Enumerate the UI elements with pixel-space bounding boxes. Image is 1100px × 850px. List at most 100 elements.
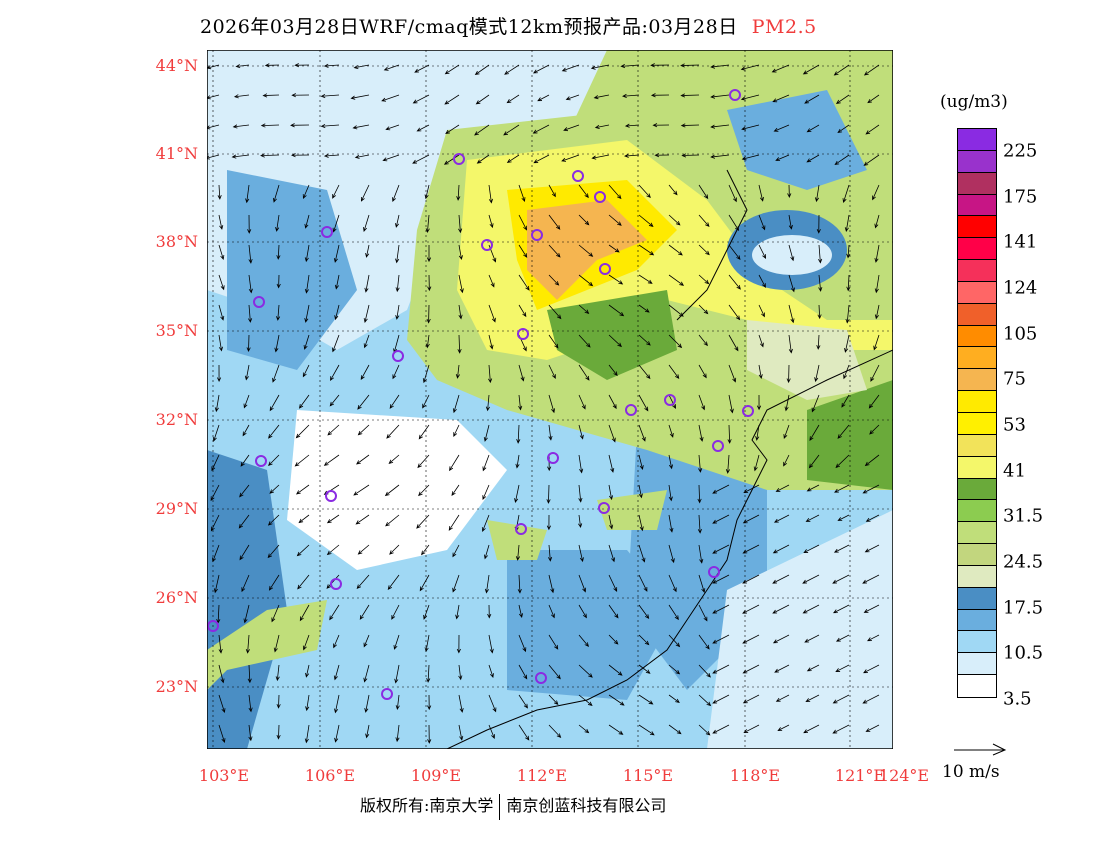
- wind-arrow-icon: [207, 124, 220, 130]
- lon-label: 118°E: [729, 766, 781, 785]
- city-marker: [453, 153, 465, 165]
- wind-arrow-icon: [835, 634, 850, 642]
- wind-arrow-icon: [804, 634, 820, 643]
- wind-arrow-icon: [548, 664, 561, 680]
- wind-arrow-icon: [481, 514, 490, 532]
- wind-arrow-icon: [488, 724, 495, 740]
- wind-arrow-icon: [518, 604, 523, 619]
- lat-label: 23°N: [155, 677, 198, 696]
- wind-arrow-icon: [638, 544, 646, 563]
- wind-arrow-icon: [533, 154, 550, 164]
- wind-arrow-icon: [548, 304, 562, 320]
- wind-arrow-icon: [809, 424, 820, 441]
- wind-arrow-icon: [271, 604, 280, 623]
- wind-arrow-icon: [608, 574, 618, 592]
- wind-arrow-icon: [814, 364, 820, 383]
- wind-arrow-icon: [488, 334, 494, 350]
- city-marker: [392, 350, 404, 362]
- wind-arrow-icon: [698, 244, 710, 256]
- wind-arrow-icon: [867, 634, 880, 642]
- wind-arrow-icon: [698, 364, 707, 379]
- wind-arrow-icon: [772, 574, 790, 584]
- wind-arrow-icon: [218, 244, 225, 260]
- wind-arrow-icon: [449, 454, 460, 472]
- wind-arrow-icon: [578, 604, 587, 619]
- city-marker: [321, 226, 333, 238]
- wind-arrow-icon: [518, 304, 527, 318]
- wind-arrow-icon: [638, 334, 651, 346]
- wind-arrow-icon: [299, 604, 310, 622]
- wind-arrow-icon: [773, 124, 790, 132]
- wind-arrow-icon: [698, 664, 711, 678]
- wind-arrow-icon: [385, 514, 400, 527]
- wind-arrow-icon: [382, 154, 400, 162]
- title-main: 2026年03月28日WRF/cmaq模式12km预报产品:03月28日: [200, 16, 738, 38]
- wind-arrow-icon: [668, 574, 677, 593]
- wind-arrow-icon: [364, 274, 370, 293]
- wind-arrow-icon: [518, 184, 526, 203]
- wind-arrow-icon: [323, 153, 340, 158]
- wind-arrow-icon: [320, 93, 340, 99]
- wind-arrow-icon: [268, 424, 280, 439]
- wind-arrow-icon: [548, 694, 559, 705]
- lat-label: 29°N: [155, 499, 198, 518]
- wind-arrow-icon: [416, 124, 430, 132]
- wind-arrow-icon: [710, 94, 730, 99]
- wind-vectors: [207, 63, 880, 744]
- wind-arrow-icon: [698, 274, 710, 285]
- wind-arrow-icon: [458, 304, 463, 320]
- colorbar-label: 41: [1003, 460, 1026, 482]
- wind-arrow-icon: [272, 184, 280, 203]
- wind-arrow-icon: [297, 574, 310, 590]
- wind-arrow-icon: [238, 514, 250, 529]
- wind-arrow-icon: [334, 304, 340, 321]
- wind-arrow-icon: [332, 184, 340, 199]
- colorbar-swatch: [958, 172, 996, 195]
- wind-arrow-icon: [818, 244, 823, 264]
- wind-arrow-icon: [423, 604, 430, 620]
- wind-arrow-icon: [787, 184, 792, 198]
- wind-arrow-icon: [698, 694, 712, 707]
- wind-arrow-icon: [548, 634, 559, 650]
- wind-arrow-icon: [488, 304, 496, 323]
- wind-arrow-icon: [248, 304, 253, 323]
- wind-arrow-icon: [363, 334, 370, 349]
- wind-arrow-icon: [638, 184, 651, 199]
- wind-arrow-icon: [680, 123, 700, 128]
- wind-arrow-icon: [210, 484, 220, 502]
- wind-arrow-icon: [427, 274, 432, 292]
- wind-arrow-icon: [207, 94, 220, 100]
- wind-arrow-icon: [624, 123, 640, 128]
- wind-arrow-icon: [267, 544, 280, 559]
- wind-arrow-icon: [455, 604, 460, 620]
- city-marker: [381, 688, 393, 700]
- wind-arrow-icon: [294, 63, 310, 68]
- wind-arrow-icon: [326, 574, 340, 589]
- city-marker: [207, 620, 219, 632]
- wind-arrow-icon: [845, 304, 850, 324]
- wind-arrow-icon: [488, 694, 497, 713]
- wind-arrow-icon: [697, 514, 702, 534]
- wind-arrow-icon: [548, 184, 556, 198]
- wind-arrow-icon: [805, 694, 820, 702]
- wind-arrow-icon: [291, 93, 310, 98]
- colorbar-label: 10.5: [1003, 642, 1044, 664]
- wind-arrow-icon: [488, 274, 495, 288]
- colorbar-label: 175: [1003, 186, 1038, 208]
- wind-arrow-icon: [740, 94, 760, 101]
- wind-arrow-icon: [743, 484, 760, 494]
- wind-arrow-icon: [638, 574, 648, 592]
- wind-arrow-icon: [638, 244, 655, 256]
- wind-arrow-icon: [304, 724, 310, 744]
- wind-arrow-icon: [395, 304, 400, 320]
- wind-arrow-icon: [864, 544, 880, 553]
- wind-arrow-icon: [457, 334, 462, 354]
- wind-arrow-icon: [426, 664, 431, 683]
- city-marker: [599, 263, 611, 275]
- colorbar-swatch: [958, 260, 996, 282]
- wind-arrow-icon: [578, 634, 589, 647]
- wind-arrow-icon: [418, 484, 430, 497]
- wind-arrow-icon: [742, 544, 760, 554]
- wind-arrow-icon: [363, 634, 370, 648]
- lon-label: 112°E: [516, 766, 568, 785]
